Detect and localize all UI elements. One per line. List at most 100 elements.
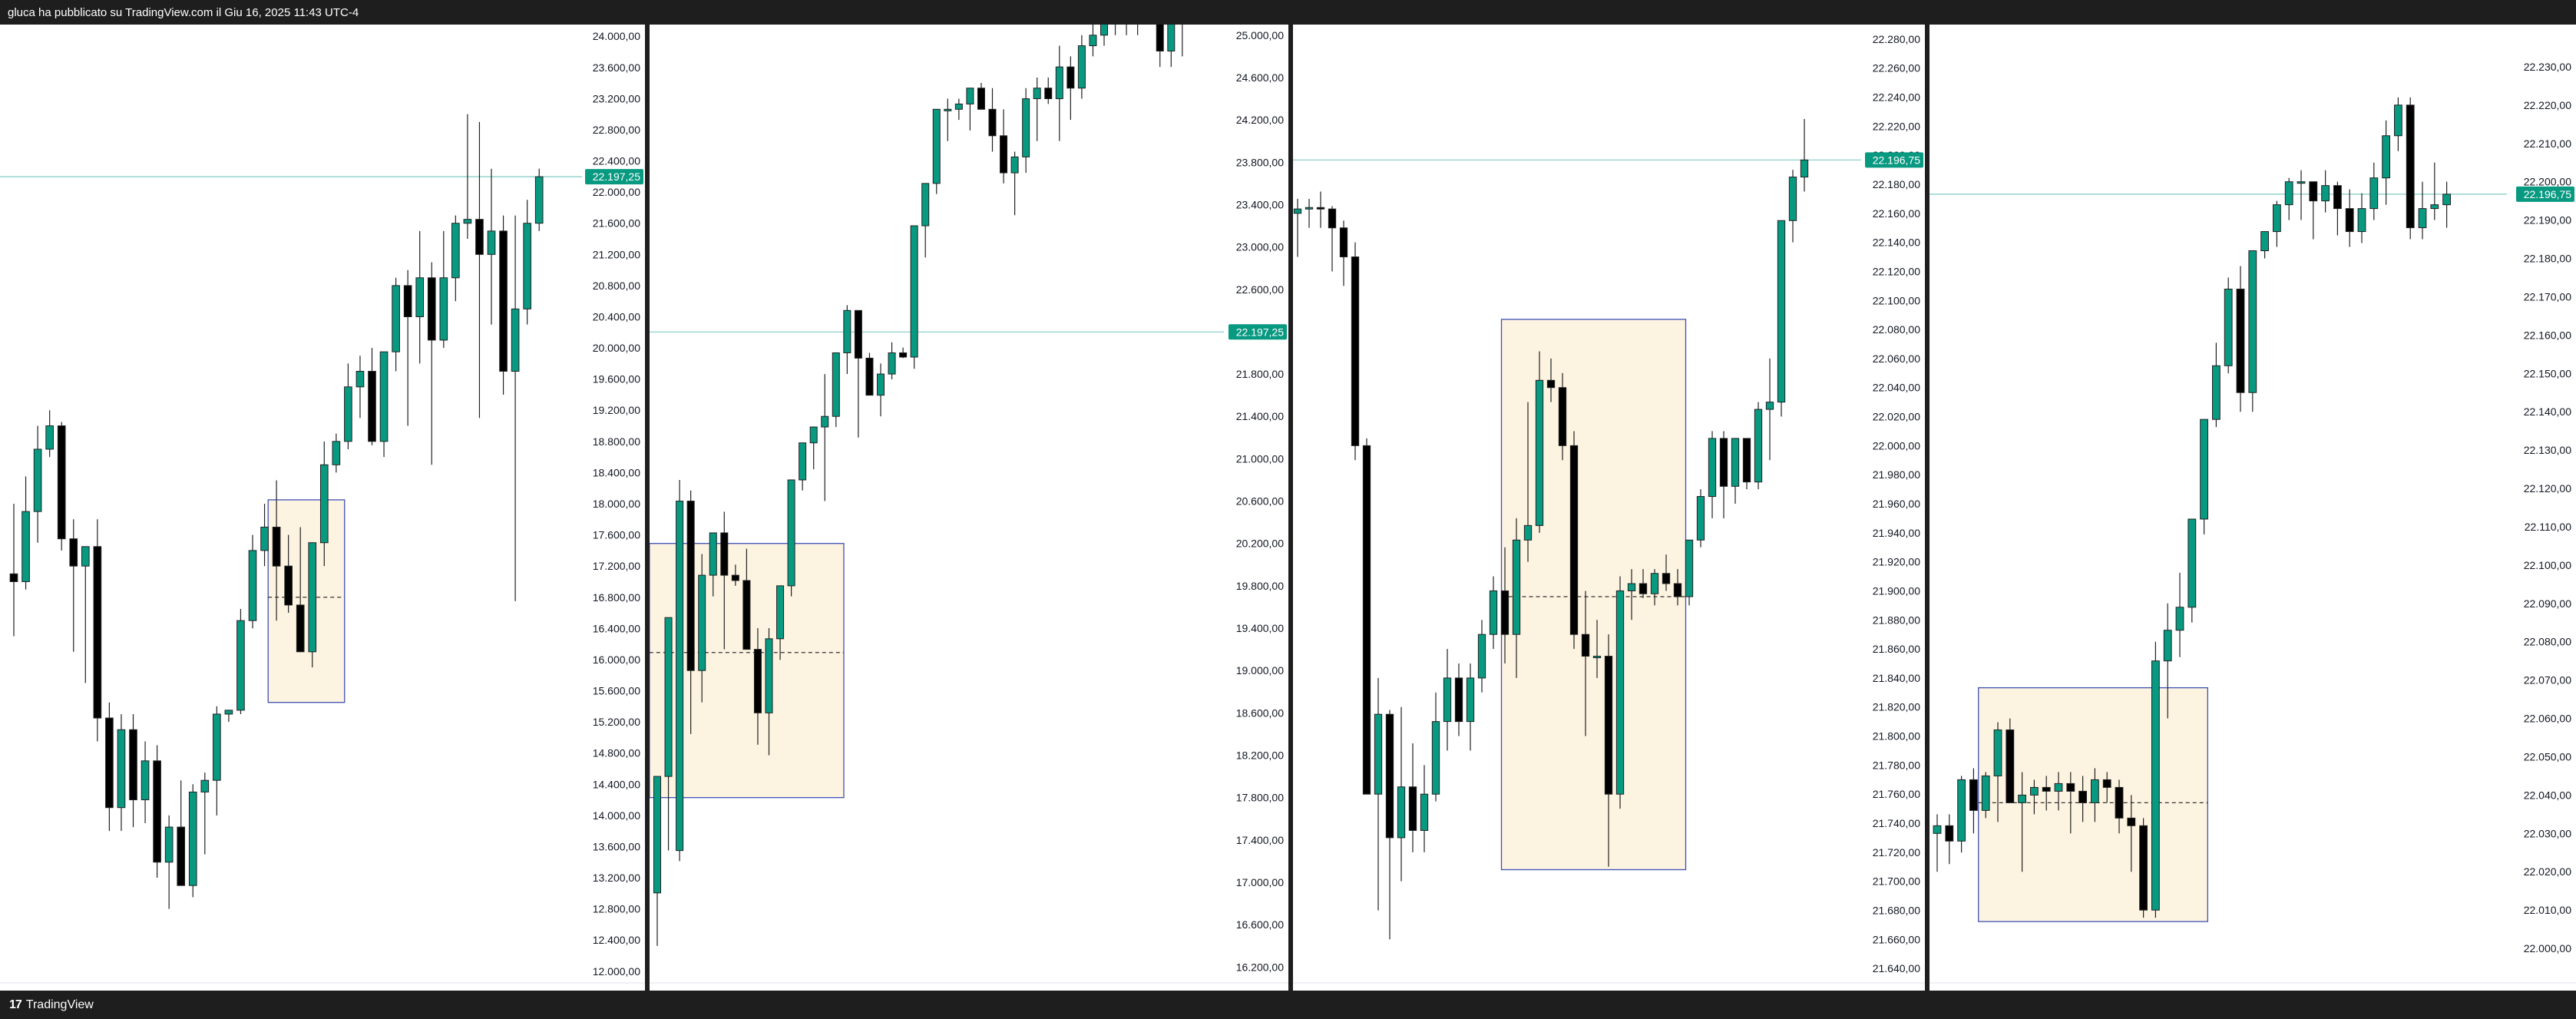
price-tag-label: 22.196,75	[1873, 154, 1920, 166]
candle-body-up	[2430, 204, 2439, 210]
candle-body-up	[523, 223, 531, 309]
candle	[2284, 177, 2293, 220]
candle	[776, 585, 785, 660]
candle	[1454, 663, 1463, 736]
candle-body-up	[2260, 231, 2269, 252]
price-tag-bg	[2516, 186, 2574, 202]
price-tick-label: 12.400,00	[593, 934, 640, 946]
price-tick-label: 21.680,00	[1873, 904, 1920, 916]
price-tick-label: 22.030,00	[2524, 827, 2571, 839]
candle	[1351, 242, 1360, 461]
candle	[1420, 765, 1429, 852]
price-tick-label: 14.000,00	[593, 809, 640, 822]
candle	[1650, 569, 1659, 606]
price-tick-label: 22.060,00	[1873, 352, 1920, 365]
candle-body-down	[1945, 825, 1954, 842]
candle-body-up	[1800, 159, 1809, 178]
candle	[1114, 25, 1116, 35]
candle	[676, 479, 684, 862]
candle	[2091, 768, 2099, 822]
candle-body-up	[2297, 181, 2306, 184]
candle	[475, 121, 484, 419]
price-tick-label: 20.200,00	[1236, 538, 1284, 550]
candle	[1777, 220, 1786, 417]
candle-body-up	[1305, 207, 1314, 210]
chart-panel-hourly[interactable]: 21.640,00 21.660,00 21.680,00 21.700,00 21.7…	[1293, 25, 1925, 991]
candle	[944, 98, 952, 141]
candle	[511, 215, 520, 601]
candle	[1010, 151, 1019, 216]
candle	[1592, 620, 1602, 678]
candle-body-down	[1662, 573, 1671, 584]
candle-body-down	[742, 580, 751, 650]
candle	[2212, 342, 2221, 428]
candle-body-up	[2030, 786, 2039, 796]
candle-body-up	[2018, 794, 2026, 803]
candle	[379, 351, 389, 458]
candle-body-down	[1581, 634, 1590, 657]
candle	[105, 702, 114, 832]
candle-body-down	[1719, 438, 1728, 487]
price-tick-label: 21.700,00	[1873, 875, 1920, 888]
price-tick-label: 23.000,00	[1236, 241, 1284, 253]
price-tag-label: 22.196,75	[2524, 188, 2571, 200]
candle-body-up	[1512, 539, 1521, 635]
candle	[765, 628, 773, 756]
price-tick-label: 16.200,00	[1236, 961, 1284, 973]
candle-body-up	[709, 532, 717, 576]
candle-body-down	[1066, 66, 1075, 89]
candle-body-up	[1981, 775, 1990, 811]
chart-panel-monthly[interactable]: 12.000,00 12.400,00 12.800,00 13.200,00 13.6…	[0, 25, 645, 991]
price-tick-label: 22.130,00	[2524, 444, 2571, 456]
candle	[1466, 663, 1475, 751]
candle	[1765, 358, 1774, 461]
candle-body-up	[355, 371, 365, 388]
chart-panel-daily[interactable]: 16.200,00 16.600,00 17.000,00 17.400,00 17.8…	[650, 25, 1288, 991]
candlestick-chart: 16.200,00 16.600,00 17.000,00 17.400,00 17.8…	[650, 25, 1288, 984]
candle	[1639, 569, 1648, 598]
candle-body-up	[1523, 524, 1533, 541]
candle	[2163, 603, 2172, 719]
candle-body-up	[1431, 721, 1440, 795]
candle-body-down	[2333, 185, 2342, 210]
candle	[1673, 569, 1682, 606]
price-axis: 21.640,00 21.660,00 21.680,00 21.700,00 21.7…	[1873, 33, 1920, 974]
price-tag-label: 22.197,25	[1236, 326, 1284, 338]
candle-body-up	[1957, 779, 1966, 842]
price-tick-label: 22.080,00	[1873, 323, 1920, 336]
candle	[2273, 200, 2281, 247]
price-tick-label: 22.040,00	[1873, 382, 1920, 394]
candle	[2139, 818, 2148, 918]
chart-panel-minutes[interactable]: 22.000,00 22.010,00 22.020,00 22.030,00 22.0…	[1930, 25, 2576, 991]
price-tick-label: 18.200,00	[1236, 749, 1284, 762]
candle-body-up	[2200, 419, 2208, 520]
candle-body-down	[1316, 207, 1325, 210]
candle-body-up	[966, 88, 974, 104]
tradingview-brand[interactable]: 17 TradingView	[9, 998, 94, 1012]
price-tick-label: 22.000,00	[2524, 942, 2571, 954]
price-tick-label: 19.800,00	[1236, 580, 1284, 592]
price-tag: 22.196,75	[2516, 186, 2574, 202]
publisher-bar: gluca ha pubblicato su TradingView.com i…	[0, 0, 2576, 25]
price-tick-label: 12.000,00	[593, 965, 640, 978]
candle	[1305, 198, 1314, 228]
price-tick-label: 22.210,00	[2524, 137, 2571, 150]
candle	[392, 277, 400, 372]
candle	[1800, 118, 1809, 192]
price-tick-label: 19.400,00	[1236, 622, 1284, 634]
candle-body-down	[284, 565, 293, 606]
price-tick-label: 20.000,00	[593, 342, 640, 354]
price-tick-label: 21.860,00	[1873, 643, 1920, 655]
candle-body-up	[2248, 250, 2257, 393]
candle	[1945, 814, 1954, 865]
candle-body-down	[1044, 88, 1053, 100]
price-tick-label: 17.600,00	[593, 529, 640, 541]
price-axis: 22.000,00 22.010,00 22.020,00 22.030,00 22.0…	[2524, 61, 2572, 954]
price-tick-label: 21.600,00	[593, 217, 640, 230]
candle	[2248, 250, 2257, 412]
candle	[2030, 779, 2039, 815]
candle-body-down	[977, 88, 985, 110]
price-tick-label: 22.110,00	[2525, 521, 2571, 533]
candle	[1788, 170, 1797, 243]
candle-body-up	[344, 386, 352, 442]
